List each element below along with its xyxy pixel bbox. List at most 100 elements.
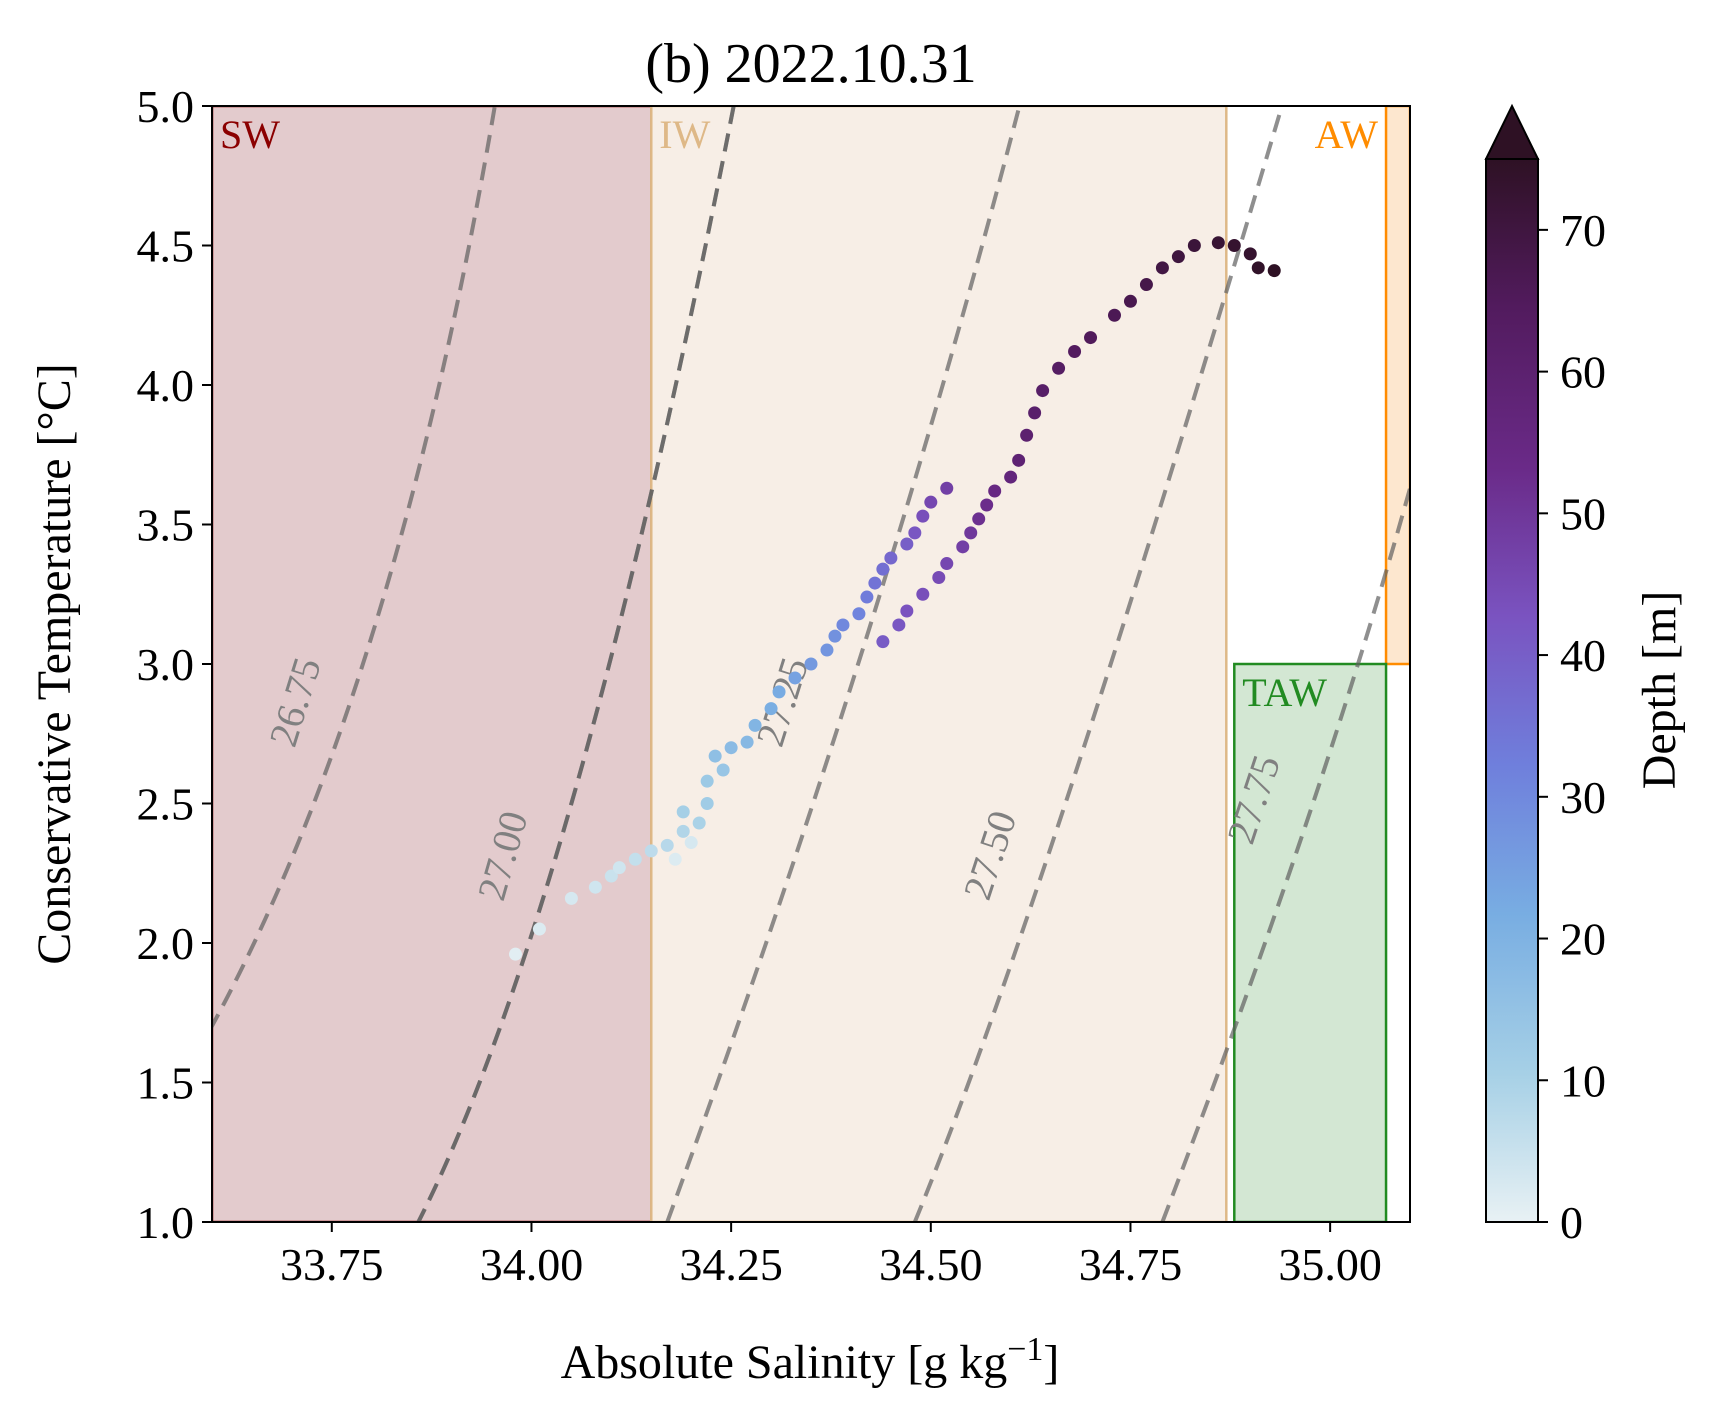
density-contour-line — [212, 106, 497, 1031]
data-point — [1107, 308, 1121, 322]
data-point — [716, 763, 730, 777]
data-point — [660, 838, 674, 852]
data-point — [724, 741, 738, 755]
data-point — [940, 557, 954, 571]
data-point — [676, 824, 690, 838]
water-mass-region-aw — [1384, 106, 1410, 666]
x-tick-label: 34.00 — [480, 1239, 584, 1290]
data-point — [900, 604, 914, 618]
data-point — [788, 671, 802, 685]
colorbar-tick-label: 50 — [1560, 488, 1606, 539]
data-point — [532, 922, 546, 936]
data-point — [916, 509, 930, 523]
data-point — [676, 805, 690, 819]
water-mass-label-sw: SW — [220, 112, 280, 157]
y-axis-ticks: 1.0 1.5 2.0 2.5 3.0 3.5 4.0 4.5 5.0 — [137, 81, 212, 1248]
data-point — [772, 685, 786, 699]
data-point — [700, 797, 714, 810]
data-point — [964, 526, 978, 540]
data-point — [940, 481, 954, 495]
colorbar-gradient — [1485, 158, 1539, 1223]
data-point — [508, 947, 522, 961]
y-tick-label: 1.5 — [137, 1058, 195, 1109]
y-axis-label: Conservative Temperature [°C] — [28, 363, 81, 964]
data-point — [1187, 239, 1201, 252]
water-mass-labels: SW IW AW TAW — [220, 112, 1378, 715]
data-point — [644, 844, 658, 858]
data-point — [692, 816, 706, 830]
x-axis-ticks: 33.75 34.00 34.25 34.50 34.75 35.00 — [280, 1222, 1382, 1290]
data-point — [764, 702, 778, 716]
x-tick-label: 34.50 — [879, 1239, 983, 1290]
colorbar-ticks: 0 10 20 30 40 50 60 70 — [1538, 205, 1606, 1248]
y-tick-label: 4.0 — [137, 360, 195, 411]
water-mass-label-iw: IW — [659, 112, 710, 157]
data-point — [876, 562, 890, 576]
data-point — [1084, 331, 1098, 345]
water-mass-region-taw — [1233, 662, 1388, 1222]
chart-title: (b) 2022.10.31 — [645, 33, 976, 95]
data-point — [868, 576, 882, 590]
colorbar-tick-label: 30 — [1560, 772, 1606, 823]
data-point — [612, 861, 626, 875]
density-contour-line — [1160, 480, 1410, 1222]
data-point — [1028, 406, 1042, 420]
data-point — [836, 618, 850, 632]
data-point — [684, 836, 698, 850]
data-point — [1012, 453, 1026, 467]
y-tick-label: 5.0 — [137, 81, 195, 132]
colorbar-extend-arrow — [1484, 103, 1540, 160]
water-mass-region-sw — [212, 106, 653, 1222]
x-tick-label: 34.75 — [1079, 1239, 1183, 1290]
density-contour-line — [665, 106, 1022, 1222]
density-contours — [212, 106, 1410, 1222]
data-point — [1036, 384, 1050, 398]
water-mass-regions — [212, 106, 1410, 1222]
water-mass-label-aw: AW — [1315, 112, 1379, 157]
x-tick-label: 34.25 — [679, 1239, 783, 1290]
water-mass-label-taw: TAW — [1242, 670, 1327, 715]
data-point — [564, 891, 578, 905]
colorbar-tick-label: 20 — [1560, 914, 1606, 965]
data-point — [972, 512, 986, 526]
data-point — [628, 852, 642, 866]
data-point — [740, 735, 754, 749]
data-point — [980, 498, 994, 512]
data-point — [1155, 261, 1169, 275]
data-point — [700, 774, 714, 788]
data-point — [1243, 247, 1257, 261]
y-tick-label: 4.5 — [137, 221, 195, 272]
data-point — [820, 643, 834, 657]
depth-colorbar: 0 10 20 30 40 50 60 70 Depth [m] — [1484, 103, 1686, 1248]
data-point — [804, 657, 818, 671]
data-point — [604, 869, 618, 883]
data-point — [708, 749, 722, 763]
density-contour-line — [416, 106, 736, 1222]
data-point — [884, 551, 898, 565]
colorbar-tick-label: 60 — [1560, 347, 1606, 398]
x-tick-label: 35.00 — [1278, 1239, 1382, 1290]
data-point — [916, 587, 930, 601]
data-point — [1004, 470, 1018, 484]
data-point — [908, 526, 922, 540]
data-point — [932, 571, 946, 585]
data-point — [748, 718, 762, 732]
data-point — [860, 590, 874, 604]
y-tick-label: 1.0 — [137, 1197, 195, 1248]
data-point — [668, 852, 682, 866]
data-point — [1171, 250, 1185, 264]
density-contour-line — [912, 106, 1285, 1222]
data-point — [852, 607, 866, 621]
data-point — [988, 484, 1002, 498]
data-point — [1227, 239, 1241, 252]
data-point — [1068, 345, 1082, 359]
x-tick-label: 33.75 — [280, 1239, 384, 1290]
colorbar-label: Depth [m] — [1633, 591, 1686, 790]
data-point — [876, 635, 890, 649]
data-point — [1267, 264, 1281, 278]
colorbar-tick-label: 0 — [1560, 1197, 1583, 1248]
data-point — [828, 629, 842, 643]
colorbar-tick-label: 10 — [1560, 1055, 1606, 1106]
x-axis-label: Absolute Salinity [g kg−1] — [561, 1331, 1060, 1389]
